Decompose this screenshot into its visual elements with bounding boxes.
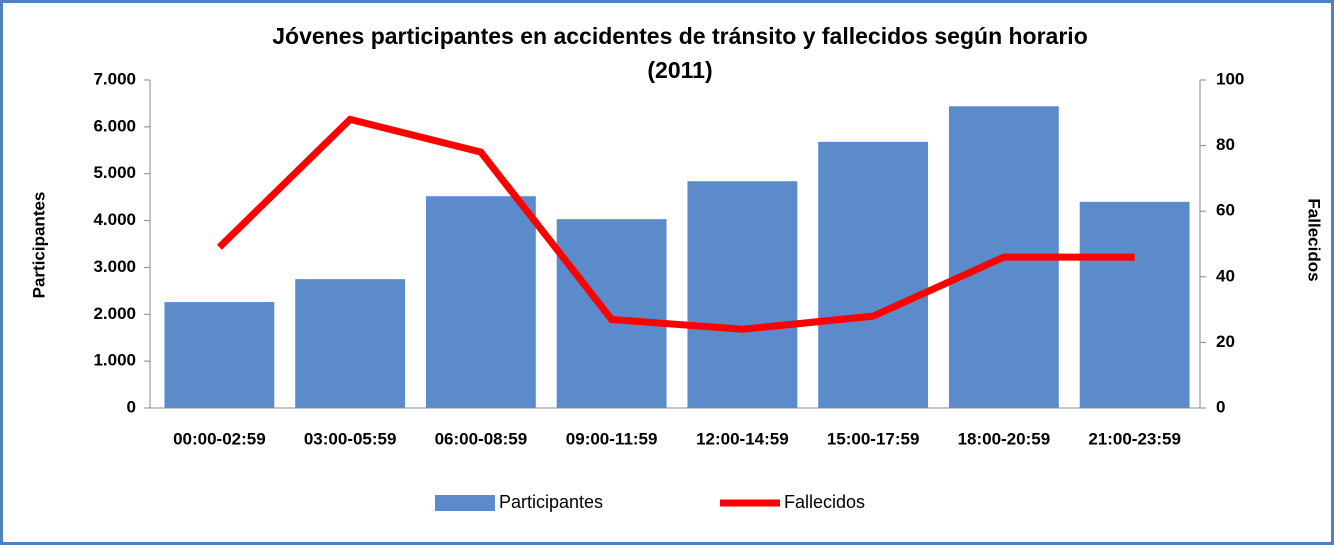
y-tick-label: 1.000 [93,351,136,370]
y2-tick-label: 80 [1216,135,1235,154]
line [216,115,1135,333]
y2-tick-label: 100 [1216,69,1244,88]
x-tick-label: 03:00-05:59 [304,429,397,448]
x-tick-label: 12:00-14:59 [696,429,789,448]
y2-tick-label: 60 [1216,201,1235,220]
x-tick-label: 09:00-11:59 [566,429,658,448]
x-tick-label: 21:00-23:59 [1088,429,1181,448]
chart-title: (2011) [647,57,712,83]
y-axis-label: Participantes [29,192,48,299]
y2-axis-label: Fallecidos [1305,198,1324,281]
x-tick-label: 00:00-02:59 [173,429,266,448]
x-tick-label: 15:00-17:59 [827,429,920,448]
bar [818,141,929,408]
y2-tick-label: 40 [1216,266,1235,285]
y-tick-label: 2.000 [93,304,136,323]
y-tick-label: 0 [127,397,136,416]
y-tick-label: 6.000 [93,116,136,135]
y-tick-label: 5.000 [93,163,136,182]
y-tick-label: 3.000 [93,257,136,276]
bar [425,196,536,408]
legend-text: Fallecidos [784,492,865,512]
x-tick-label: 18:00-20:59 [958,429,1051,448]
chart-title: Jóvenes participantes en accidentes de t… [272,23,1088,49]
bar [295,279,406,408]
bar [1079,201,1190,408]
y2-tick-label: 0 [1216,397,1225,416]
bar [556,219,667,408]
y-tick-label: 4.000 [93,210,136,229]
bar [164,302,275,408]
y2-tick-label: 20 [1216,332,1235,351]
bar [687,181,798,408]
x-tick-label: 06:00-08:59 [435,429,528,448]
legend-swatch [435,495,495,511]
y-tick-label: 7.000 [93,69,136,88]
legend-text: Participantes [499,492,603,512]
